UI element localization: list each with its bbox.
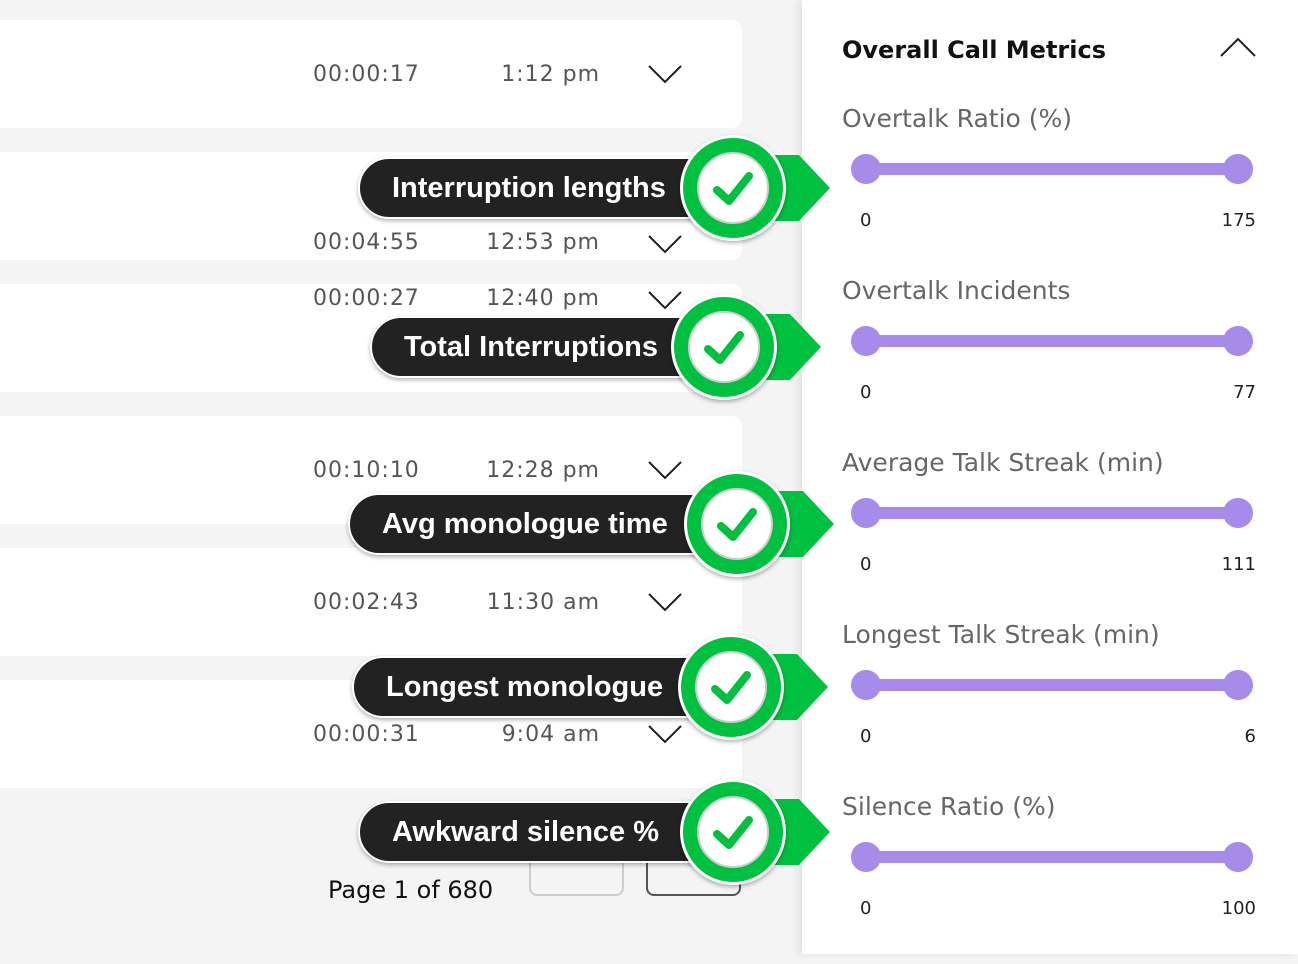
- max-value: 100: [1221, 898, 1256, 919]
- max-handle[interactable]: [1223, 154, 1253, 184]
- metric-label: Longest Talk Streak (min): [842, 620, 1160, 649]
- min-handle[interactable]: [851, 154, 881, 184]
- chevron-down-icon[interactable]: [648, 460, 682, 480]
- check-badge: [680, 779, 786, 885]
- min-value: 0: [860, 554, 872, 575]
- chevron-down-icon[interactable]: [648, 592, 682, 612]
- call-time: 9:04 am: [501, 722, 600, 747]
- check-icon: [713, 172, 753, 205]
- metric-silence-ratio: Silence Ratio (%) 0 100: [802, 792, 1298, 964]
- metric-longest-talk-streak: Longest Talk Streak (min) 0 6: [802, 620, 1298, 792]
- max-value: 111: [1221, 554, 1256, 575]
- min-handle[interactable]: [851, 842, 881, 872]
- callout: Total Interruptions: [370, 292, 824, 402]
- callout-label: Interruption lengths: [358, 157, 723, 219]
- max-value: 175: [1221, 210, 1256, 231]
- metrics-panel: Overall Call Metrics Overtalk Ratio (%) 0…: [802, 0, 1298, 954]
- check-badge: [680, 135, 786, 241]
- range-track[interactable]: [866, 335, 1238, 347]
- metric-label: Silence Ratio (%): [842, 792, 1056, 821]
- check-icon: [704, 331, 744, 364]
- range-track[interactable]: [866, 163, 1238, 175]
- min-handle[interactable]: [851, 498, 881, 528]
- call-row[interactable]: 00:00:17 1:12 pm: [0, 20, 742, 128]
- min-handle[interactable]: [851, 670, 881, 700]
- check-badge: [678, 634, 784, 740]
- chevron-down-icon[interactable]: [648, 234, 682, 254]
- callout-label: Awkward silence %: [358, 801, 723, 863]
- min-handle[interactable]: [851, 326, 881, 356]
- max-value: 6: [1244, 726, 1256, 747]
- check-icon: [713, 816, 753, 849]
- check-badge: [684, 471, 790, 577]
- max-handle[interactable]: [1223, 842, 1253, 872]
- call-duration: 00:00:17: [313, 62, 420, 87]
- callout-label: Total Interruptions: [370, 316, 714, 378]
- callout: Avg monologue time: [348, 469, 837, 579]
- call-duration: 00:04:55: [313, 230, 420, 255]
- metric-label: Average Talk Streak (min): [842, 448, 1164, 477]
- check-icon: [717, 508, 757, 541]
- range-track[interactable]: [866, 851, 1238, 863]
- max-handle[interactable]: [1223, 326, 1253, 356]
- chevron-down-icon[interactable]: [648, 290, 682, 310]
- call-time: 11:30 am: [486, 590, 600, 615]
- chevron-down-icon[interactable]: [648, 724, 682, 744]
- callout-label: Avg monologue time: [348, 493, 727, 555]
- range-track[interactable]: [866, 679, 1238, 691]
- call-duration: 00:02:43: [313, 590, 420, 615]
- call-duration: 00:10:10: [313, 458, 420, 483]
- max-value: 77: [1233, 382, 1256, 403]
- metric-overtalk-incidents: Overtalk Incidents 0 77: [802, 276, 1298, 448]
- call-time: 12:53 pm: [486, 230, 600, 255]
- panel-title: Overall Call Metrics: [842, 36, 1106, 64]
- min-value: 0: [860, 210, 872, 231]
- call-time: 12:40 pm: [486, 286, 600, 311]
- call-duration: 00:00:31: [313, 722, 420, 747]
- min-value: 0: [860, 382, 872, 403]
- call-duration: 00:00:27: [313, 286, 420, 311]
- page-indicator: Page 1 of 680: [328, 876, 494, 904]
- metric-label: Overtalk Ratio (%): [842, 104, 1073, 133]
- min-value: 0: [860, 898, 872, 919]
- metric-label: Overtalk Incidents: [842, 276, 1071, 305]
- min-value: 0: [860, 726, 872, 747]
- callout: Awkward silence %: [358, 777, 833, 887]
- callout: Interruption lengths: [358, 133, 833, 243]
- callout-label: Longest monologue: [352, 656, 721, 718]
- metric-average-talk-streak: Average Talk Streak (min) 0 111: [802, 448, 1298, 620]
- metric-overtalk-ratio: Overtalk Ratio (%) 0 175: [802, 104, 1298, 276]
- call-time: 12:28 pm: [486, 458, 600, 483]
- range-track[interactable]: [866, 507, 1238, 519]
- max-handle[interactable]: [1223, 670, 1253, 700]
- chevron-down-icon[interactable]: [648, 64, 682, 84]
- call-row[interactable]: 00:02:43 11:30 am: [0, 548, 742, 656]
- max-handle[interactable]: [1223, 498, 1253, 528]
- callout: Longest monologue: [352, 632, 831, 742]
- check-badge: [671, 294, 777, 400]
- chevron-up-icon[interactable]: [1220, 36, 1256, 58]
- call-time: 1:12 pm: [501, 62, 600, 87]
- check-icon: [711, 671, 751, 704]
